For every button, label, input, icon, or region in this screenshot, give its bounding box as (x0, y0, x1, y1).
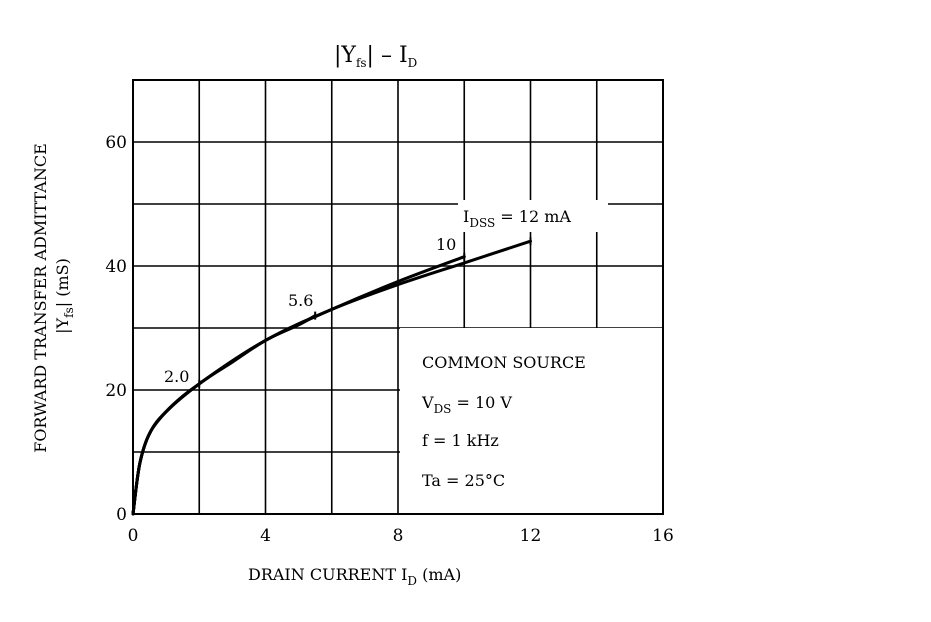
ylabel-part: | (mS) (53, 258, 72, 307)
series-label-5.6: 5.6 (288, 291, 313, 310)
plot-frame (132, 79, 664, 515)
series-line-2.0 (131, 382, 201, 516)
vds-sub: DS (434, 402, 452, 416)
annotation-line1: COMMON SOURCE (422, 353, 586, 372)
series-label-idss: IDSS = 12 mA (463, 207, 571, 230)
y-axis-label-line2: |Yfs| (mS) (53, 258, 76, 334)
curves (131, 237, 532, 516)
x-tick-label: 8 (393, 526, 404, 546)
vds-part: = 10 V (451, 393, 512, 412)
idss-part: = 12 mA (495, 207, 571, 226)
idss-part: I (463, 207, 469, 226)
xlabel-part: DRAIN CURRENT I (248, 565, 407, 584)
y-axis-label-2: |Yfs| (mS) (53, 258, 76, 334)
y-tick-label: 60 (105, 133, 127, 153)
annotation-line2: VDS = 10 V (421, 393, 512, 416)
xlabel-part: (mA) (417, 565, 461, 584)
x-axis-label: DRAIN CURRENT ID (mA) (248, 565, 461, 588)
title-part: | – I (367, 43, 408, 68)
x-tick-label: 16 (652, 526, 674, 546)
ylabel-sub: fs (62, 307, 76, 318)
y-axis-label: FORWARD TRANSFER ADMITTANCE (31, 143, 50, 453)
y-axis-label-line1: FORWARD TRANSFER ADMITTANCE (31, 143, 50, 453)
xlabel-sub: D (407, 574, 417, 588)
y-tick-label: 0 (116, 505, 127, 525)
annotation-line3: f = 1 kHz (422, 431, 499, 450)
x-tick-label: 12 (520, 526, 542, 546)
y-tick-label: 20 (105, 381, 127, 401)
x-tick-label: 4 (260, 526, 271, 546)
idss-sub: DSS (469, 216, 495, 230)
title-sub: fs (356, 56, 367, 70)
series-label-2.0: 2.0 (164, 367, 189, 386)
title-part: |Y (334, 43, 356, 68)
chart-title: |Yfs| – ID (334, 43, 417, 70)
title-sub: D (408, 56, 418, 70)
ylabel-part: |Y (53, 317, 72, 333)
x-tick-label: 0 (128, 526, 139, 546)
annotation-line4: Ta = 25°C (422, 471, 505, 490)
idss-label-bg (458, 200, 608, 232)
x-tick-labels: 0 4 8 12 16 (128, 526, 674, 546)
vds-part: V (421, 393, 434, 412)
y-tick-labels: 0 20 40 60 (105, 133, 127, 525)
series-label-10: 10 (436, 235, 456, 254)
annotation-box (400, 328, 662, 513)
y-tick-label: 40 (105, 257, 127, 277)
series-line-5.6 (131, 314, 317, 516)
